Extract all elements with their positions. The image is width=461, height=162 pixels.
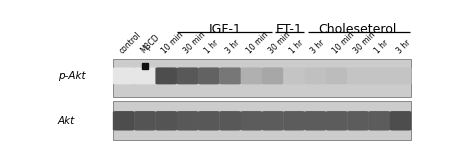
Text: 1 hr: 1 hr <box>203 38 220 55</box>
Text: 30 min: 30 min <box>352 30 377 55</box>
FancyBboxPatch shape <box>113 111 135 131</box>
Bar <box>113 101 411 140</box>
FancyBboxPatch shape <box>155 111 177 131</box>
FancyBboxPatch shape <box>241 111 262 131</box>
Text: p-Akt: p-Akt <box>58 71 85 81</box>
Text: 10 min: 10 min <box>331 30 356 55</box>
FancyBboxPatch shape <box>177 67 198 84</box>
Text: IGF-1: IGF-1 <box>208 23 241 36</box>
FancyBboxPatch shape <box>262 67 284 84</box>
FancyBboxPatch shape <box>326 67 348 84</box>
FancyBboxPatch shape <box>390 111 412 131</box>
Bar <box>113 59 411 97</box>
Text: Choleseterol: Choleseterol <box>319 23 397 36</box>
FancyBboxPatch shape <box>113 67 135 84</box>
Text: 10 min: 10 min <box>246 30 271 55</box>
Text: 10 min: 10 min <box>160 30 185 55</box>
FancyBboxPatch shape <box>305 67 326 84</box>
FancyBboxPatch shape <box>134 67 156 84</box>
Text: control: control <box>118 30 143 55</box>
Text: 3 hr: 3 hr <box>309 38 327 55</box>
FancyBboxPatch shape <box>368 67 390 84</box>
Text: Akt: Akt <box>58 116 75 126</box>
Text: 3 hr: 3 hr <box>395 38 412 55</box>
FancyBboxPatch shape <box>283 67 305 84</box>
Text: 30 min: 30 min <box>182 30 207 55</box>
Text: 3 hr: 3 hr <box>224 38 242 55</box>
FancyBboxPatch shape <box>219 111 241 131</box>
FancyBboxPatch shape <box>262 111 284 131</box>
FancyBboxPatch shape <box>177 111 198 131</box>
FancyBboxPatch shape <box>347 67 369 84</box>
Text: 1 hr: 1 hr <box>288 38 305 55</box>
FancyBboxPatch shape <box>198 111 220 131</box>
FancyBboxPatch shape <box>155 67 177 84</box>
FancyBboxPatch shape <box>326 111 348 131</box>
FancyBboxPatch shape <box>283 111 305 131</box>
Text: 1 hr: 1 hr <box>373 38 390 55</box>
FancyBboxPatch shape <box>305 111 326 131</box>
FancyBboxPatch shape <box>241 67 262 84</box>
Text: MβCD: MβCD <box>139 33 161 55</box>
FancyBboxPatch shape <box>198 67 220 84</box>
Text: ET-1: ET-1 <box>276 23 302 36</box>
FancyBboxPatch shape <box>219 67 241 84</box>
FancyBboxPatch shape <box>134 111 156 131</box>
FancyBboxPatch shape <box>368 111 390 131</box>
FancyBboxPatch shape <box>390 67 412 84</box>
FancyBboxPatch shape <box>347 111 369 131</box>
Text: 30 min: 30 min <box>267 30 292 55</box>
